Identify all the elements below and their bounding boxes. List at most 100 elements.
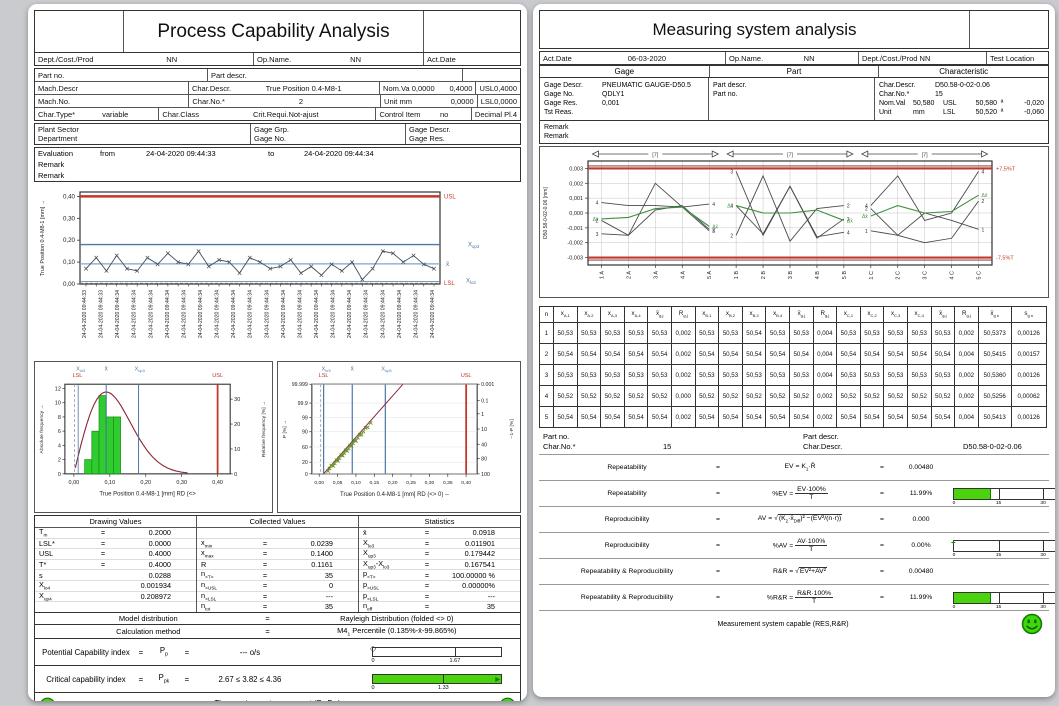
svg-text:-7,5%T: -7,5%T bbox=[996, 256, 1014, 262]
grr-cell: 50,54 bbox=[836, 406, 861, 428]
grr-col-header: xB,4 bbox=[765, 306, 790, 323]
table-row: 5 50,54 50,54 50,54 50,54 50,54 0,002 50,54 50,5… bbox=[539, 406, 1047, 428]
report-header: Process Capability Analysis bbox=[34, 10, 521, 53]
svg-text:0: 0 bbox=[58, 472, 61, 478]
grr-cell: 0,00126 bbox=[1010, 322, 1047, 344]
stat-row: ntot = 35 bbox=[197, 601, 358, 613]
grr-col-header: Rg,j bbox=[954, 306, 979, 323]
equals-sign: = bbox=[716, 516, 720, 523]
grr-cell: 50,54 bbox=[859, 406, 885, 428]
svg-text:0,40: 0,40 bbox=[212, 480, 223, 486]
grr-cell: 50,53 bbox=[836, 322, 861, 344]
char-descr-label: Char.Descr. bbox=[803, 442, 843, 451]
meta-row: Act.Date 06-03-2020 Op.Name. NN Dept./Cost… bbox=[539, 51, 1049, 65]
stat-row: LSL* = 0.0000 bbox=[35, 537, 196, 549]
svg-text:24-04-2020 09:44:34: 24-04-2020 09:44:34 bbox=[380, 290, 386, 338]
grr-cell: 50,54 bbox=[836, 343, 861, 365]
grr-cell: 50,54 bbox=[600, 406, 625, 428]
svg-text:-0,003: -0,003 bbox=[567, 256, 583, 262]
grr-cell: 50,52 bbox=[623, 385, 649, 407]
grr-cell: 1 bbox=[539, 322, 554, 344]
grr-cell: 50,53 bbox=[718, 364, 743, 386]
critical-capability-row: Critical capability index = Ppk = 2.67 ≤ 3.8… bbox=[34, 666, 521, 694]
grr-cell: 50,54 bbox=[788, 343, 814, 365]
grr-cell: 50,53 bbox=[600, 364, 625, 386]
svg-text:0,40: 0,40 bbox=[63, 193, 76, 200]
svg-text:[7]: [7] bbox=[652, 153, 659, 159]
grr-cell: 0,00062 bbox=[1010, 385, 1047, 407]
grr-cell: 0,004 bbox=[954, 343, 979, 365]
svg-text:LSL: LSL bbox=[319, 373, 329, 379]
grr-cell: 50,52 bbox=[788, 385, 814, 407]
grr-cell: 0,002 bbox=[954, 385, 979, 407]
gage-no-label: Gage No. bbox=[254, 134, 287, 143]
grr-cell: 50,5360 bbox=[977, 364, 1012, 386]
svg-text:24-04-2020 09:44:34: 24-04-2020 09:44:34 bbox=[248, 290, 254, 338]
svg-text:24-04-2020 09:44:34: 24-04-2020 09:44:34 bbox=[264, 290, 270, 338]
grr-cell: 2 bbox=[539, 343, 554, 365]
details-table: Gage Descr. PNEUMATIC GAUGE-D50.5 Gage No… bbox=[539, 77, 1049, 121]
mach-descr-label: Mach.Descr bbox=[38, 83, 79, 93]
grr-cell: 0,002 bbox=[670, 364, 696, 386]
svg-text:8: 8 bbox=[58, 415, 61, 421]
svg-text:0,20: 0,20 bbox=[388, 480, 398, 486]
grr-cell: 50,5415 bbox=[977, 343, 1012, 365]
nom-value2: 0,4000 bbox=[449, 83, 473, 93]
svg-text:+7,5%T: +7,5%T bbox=[996, 166, 1016, 172]
svg-text:0,05: 0,05 bbox=[333, 480, 343, 486]
page-title: Measuring system analysis bbox=[540, 11, 970, 48]
grr-cell: 50,54 bbox=[576, 406, 602, 428]
grr-cell: 50,54 bbox=[576, 343, 602, 365]
svg-text:1: 1 bbox=[481, 412, 484, 418]
svg-text:30: 30 bbox=[234, 397, 240, 403]
grr-col-header: xB,2 bbox=[718, 306, 743, 323]
grr-col-header: x̄g,j bbox=[788, 306, 814, 323]
grr-cell: 0,002 bbox=[670, 322, 696, 344]
svg-text:P [%] →: P [%] → bbox=[282, 420, 288, 438]
svg-text:4 C: 4 C bbox=[950, 271, 956, 280]
formula-expression: %R&R = R&R·100% T bbox=[766, 590, 834, 605]
grr-cell: 0,002 bbox=[812, 406, 838, 428]
svg-text:D50.58-0-02-0.06 [mm]: D50.58-0-02-0.06 [mm] bbox=[543, 187, 549, 239]
formula-value: 11.99% bbox=[909, 490, 933, 497]
char-descr-value: D50.58-0-02-0.06 bbox=[935, 82, 990, 89]
svg-text:0,30: 0,30 bbox=[63, 215, 76, 222]
equals-sign: = bbox=[716, 542, 720, 549]
grr-cell: 50,54 bbox=[647, 406, 672, 428]
svg-text:USL: USL bbox=[212, 373, 223, 379]
svg-text:24-04-2020 09:44:34: 24-04-2020 09:44:34 bbox=[397, 290, 403, 338]
section-part: Part bbox=[708, 66, 879, 77]
formula-row: Repeatability & Reproducibility = %R&R = R… bbox=[539, 584, 1055, 610]
grr-cell: 50,52 bbox=[930, 385, 956, 407]
svg-text:24-04-2020 09:44:34: 24-04-2020 09:44:34 bbox=[115, 290, 121, 338]
dept-label: Dept./Cost./Prod bbox=[862, 53, 918, 63]
evaluation-label: Evaluation bbox=[38, 149, 74, 158]
formula-value: 0.000 bbox=[912, 516, 930, 523]
svg-text:USL: USL bbox=[461, 373, 472, 379]
svg-text:4: 4 bbox=[730, 204, 733, 210]
formula-label: Reproducibility bbox=[604, 542, 650, 549]
svg-text:2: 2 bbox=[712, 227, 715, 233]
grr-cell: 5 bbox=[539, 406, 554, 428]
part-descr-label: Part descr. bbox=[211, 70, 247, 80]
grr-col-header: xB,3 bbox=[741, 306, 767, 323]
part-descr-label: Part descr. bbox=[803, 432, 839, 441]
grr-cell: 50,52 bbox=[600, 385, 625, 407]
usl-value: 50,580 bbox=[975, 100, 997, 107]
svg-text:2 A: 2 A bbox=[626, 271, 632, 279]
svg-text:2: 2 bbox=[982, 199, 985, 205]
stat-row: xmax = 0.1400 bbox=[197, 548, 358, 560]
grr-cell: 50,54 bbox=[930, 343, 956, 365]
control-item-value: no bbox=[439, 109, 449, 119]
char-no-value: 15 bbox=[935, 91, 943, 98]
grr-cell: 50,53 bbox=[741, 364, 767, 386]
formula-value: 0.00% bbox=[911, 542, 931, 549]
grr-cell: 50,54 bbox=[623, 343, 649, 365]
svg-text:Absolute frequency →: Absolute frequency → bbox=[39, 405, 45, 454]
histogram-chart: Xlo3 x̄ Xup3 LSL USL 0 2 4 6 8 10 12 0 10 20 30 0,00 0,10… bbox=[34, 361, 274, 513]
svg-text:10: 10 bbox=[234, 447, 240, 453]
svg-text:4: 4 bbox=[847, 230, 850, 236]
formula-expression: AV = √(K2·x̄Diff)² −(EV²/(n·r)) bbox=[757, 514, 843, 524]
svg-text:2 C: 2 C bbox=[896, 271, 902, 280]
grr-cell: 50,53 bbox=[647, 322, 672, 344]
